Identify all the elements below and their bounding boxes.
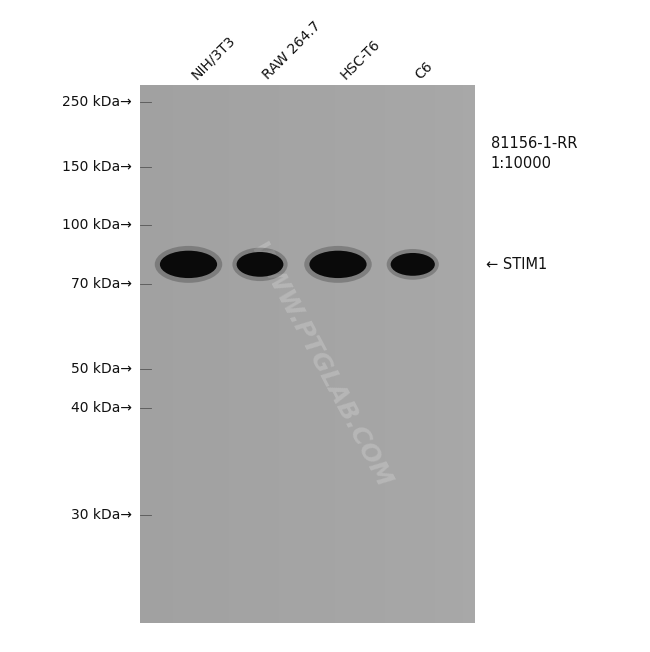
Bar xyxy=(374,85,380,623)
Text: 50 kDa→: 50 kDa→ xyxy=(71,362,132,376)
Bar xyxy=(385,85,391,623)
Bar xyxy=(246,85,252,623)
Bar xyxy=(179,85,185,623)
Bar xyxy=(302,85,307,623)
Bar xyxy=(201,85,207,623)
Text: 150 kDa→: 150 kDa→ xyxy=(62,160,132,173)
Bar xyxy=(162,85,168,623)
Bar xyxy=(224,85,229,623)
Ellipse shape xyxy=(160,251,217,278)
Text: 70 kDa→: 70 kDa→ xyxy=(71,277,132,291)
Bar xyxy=(263,85,268,623)
Bar xyxy=(430,85,436,623)
Text: C6: C6 xyxy=(413,59,436,82)
Text: 100 kDa→: 100 kDa→ xyxy=(62,218,132,232)
Bar xyxy=(358,85,363,623)
Bar xyxy=(240,85,246,623)
Bar xyxy=(363,85,369,623)
Bar xyxy=(140,85,474,623)
Ellipse shape xyxy=(304,246,372,283)
Text: HSC-T6: HSC-T6 xyxy=(338,37,383,82)
Bar xyxy=(196,85,201,623)
Bar xyxy=(441,85,447,623)
Bar xyxy=(190,85,196,623)
Bar xyxy=(168,85,173,623)
Ellipse shape xyxy=(233,248,287,281)
Bar xyxy=(436,85,441,623)
Bar xyxy=(408,85,413,623)
Bar xyxy=(229,85,235,623)
Ellipse shape xyxy=(391,253,435,276)
Bar xyxy=(424,85,430,623)
Bar xyxy=(291,85,296,623)
Bar xyxy=(469,85,474,623)
Bar xyxy=(341,85,346,623)
Bar xyxy=(335,85,341,623)
Bar xyxy=(274,85,280,623)
Bar xyxy=(313,85,318,623)
Bar xyxy=(463,85,469,623)
Ellipse shape xyxy=(309,251,367,278)
Bar xyxy=(307,85,313,623)
Bar xyxy=(447,85,452,623)
Bar xyxy=(146,85,151,623)
Bar xyxy=(280,85,285,623)
Bar xyxy=(330,85,335,623)
Bar xyxy=(268,85,274,623)
Bar xyxy=(419,85,424,623)
Ellipse shape xyxy=(155,246,222,283)
Bar xyxy=(318,85,324,623)
Text: 81156-1-RR
1:10000: 81156-1-RR 1:10000 xyxy=(491,136,577,171)
Bar xyxy=(207,85,213,623)
Text: 40 kDa→: 40 kDa→ xyxy=(71,401,132,415)
Bar xyxy=(391,85,396,623)
Bar xyxy=(380,85,385,623)
Bar xyxy=(285,85,291,623)
Text: NIH/3T3: NIH/3T3 xyxy=(188,33,237,82)
Text: WWW.PTGLAB.COM: WWW.PTGLAB.COM xyxy=(245,239,395,492)
Bar xyxy=(396,85,402,623)
Bar xyxy=(413,85,419,623)
Bar xyxy=(452,85,458,623)
Bar xyxy=(296,85,302,623)
Bar xyxy=(213,85,218,623)
Bar xyxy=(402,85,408,623)
Bar xyxy=(140,85,146,623)
Bar xyxy=(458,85,463,623)
Bar xyxy=(257,85,263,623)
Bar xyxy=(324,85,330,623)
Bar xyxy=(218,85,224,623)
Text: ← STIM1: ← STIM1 xyxy=(486,257,547,272)
Text: 30 kDa→: 30 kDa→ xyxy=(71,508,132,522)
Ellipse shape xyxy=(237,252,283,276)
Text: 250 kDa→: 250 kDa→ xyxy=(62,95,132,108)
Bar xyxy=(173,85,179,623)
Bar xyxy=(252,85,257,623)
Bar xyxy=(235,85,240,623)
Ellipse shape xyxy=(387,249,439,280)
Bar xyxy=(151,85,157,623)
Text: RAW 264.7: RAW 264.7 xyxy=(260,19,323,82)
Bar xyxy=(157,85,162,623)
Bar xyxy=(352,85,358,623)
Bar xyxy=(346,85,352,623)
Bar xyxy=(185,85,190,623)
Bar xyxy=(369,85,374,623)
